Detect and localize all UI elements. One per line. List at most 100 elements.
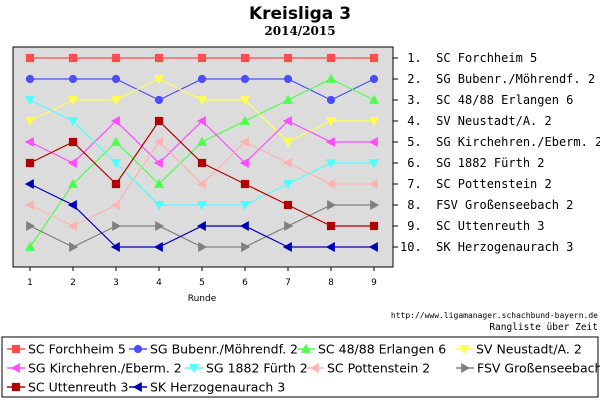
- data-point: [369, 74, 379, 84]
- data-point: [282, 94, 294, 104]
- data-point: [239, 157, 249, 169]
- data-point: [368, 94, 380, 104]
- data-point: [197, 158, 207, 168]
- x-tick-label: 6: [242, 278, 248, 288]
- rank-label: 1. SC Forchheim 5: [400, 51, 537, 65]
- series-4: [24, 75, 380, 148]
- data-point: [368, 241, 378, 253]
- data-point: [283, 74, 293, 84]
- data-point: [26, 220, 36, 232]
- data-point: [369, 53, 379, 63]
- data-point: [153, 136, 163, 148]
- legend-marker: [300, 343, 312, 353]
- data-point: [69, 241, 79, 253]
- legend: SC Forchheim 5 SG Bubenr./Möhrendf. 2 SC 4…: [7, 342, 600, 395]
- x-tick-label: 1: [27, 278, 33, 288]
- data-point: [239, 136, 249, 148]
- data-point: [197, 53, 207, 63]
- data-point: [282, 180, 294, 190]
- data-point: [67, 178, 79, 188]
- data-point: [196, 178, 206, 190]
- data-point: [110, 241, 120, 253]
- legend-label: SC 48/88 Erlangen 6: [318, 342, 446, 357]
- series-10: [24, 178, 378, 253]
- legend-label: SC Uttenreuth 3: [28, 380, 128, 395]
- data-point: [196, 201, 208, 211]
- legend-marker: [11, 382, 21, 392]
- rank-label: 10. SK Herzogenaurach 3: [400, 240, 573, 254]
- legend-label: SK Herzogenaurach 3: [150, 380, 285, 395]
- data-point: [196, 96, 208, 106]
- legend-item: SC Uttenreuth 3: [7, 380, 128, 395]
- series-8: [26, 199, 380, 253]
- legend-label: SG Bubenr./Möhrendf. 2: [150, 342, 298, 357]
- legend-marker: [188, 364, 200, 374]
- data-point: [370, 199, 380, 211]
- data-point: [24, 178, 34, 190]
- data-point: [325, 136, 335, 148]
- data-point: [68, 53, 78, 63]
- legend-marker: [11, 344, 21, 354]
- legend-item: SV Neustadt/A. 2: [455, 342, 582, 357]
- data-point: [283, 53, 293, 63]
- x-axis: 1 2 3 4 5 6 7 8 9: [27, 267, 377, 288]
- data-point: [327, 199, 337, 211]
- data-point: [112, 220, 122, 232]
- data-point: [153, 178, 165, 188]
- data-point: [325, 73, 337, 83]
- data-point: [24, 136, 34, 148]
- data-point: [110, 159, 122, 169]
- rank-labels: 1. SC Forchheim 5 2. SG Bubenr./Möhrendf…: [393, 51, 600, 254]
- x-tick-label: 5: [199, 278, 205, 288]
- legend-item: SC 48/88 Erlangen 6: [297, 342, 446, 357]
- data-point: [110, 115, 120, 127]
- data-point: [155, 220, 165, 232]
- data-point: [240, 179, 250, 189]
- legend-marker: [461, 362, 471, 374]
- data-point: [325, 241, 335, 253]
- series-9: [25, 116, 379, 231]
- source-url: http://www.ligamanager.schachbund-bayern…: [391, 311, 598, 320]
- rank-label: 2. SG Bubenr./Möhrendf. 2: [400, 72, 595, 86]
- data-point: [240, 74, 250, 84]
- data-point: [67, 117, 79, 127]
- legend-item: SC Forchheim 5: [7, 342, 126, 357]
- data-point: [284, 220, 294, 232]
- data-point: [282, 115, 292, 127]
- rank-label: 5. SG Kirchehren./Eberm. 2: [400, 135, 600, 149]
- data-point: [198, 241, 208, 253]
- legend-label: SG 1882 Fürth 2: [206, 361, 308, 376]
- data-point: [154, 95, 164, 105]
- data-point: [111, 74, 121, 84]
- data-point: [196, 220, 206, 232]
- data-point: [325, 159, 337, 169]
- data-point: [196, 115, 206, 127]
- legend-label: SC Pottenstein 2: [327, 361, 430, 376]
- data-point: [68, 137, 78, 147]
- data-point: [239, 201, 251, 211]
- data-point: [25, 74, 35, 84]
- data-point: [154, 116, 164, 126]
- legend-box: [1, 336, 599, 398]
- series-6: [24, 96, 380, 211]
- chart-title: Kreisliga 3: [249, 4, 351, 24]
- data-point: [67, 220, 77, 232]
- legend-marker: [132, 381, 142, 393]
- data-point: [24, 117, 36, 127]
- data-point: [241, 241, 251, 253]
- data-point: [111, 53, 121, 63]
- data-point: [153, 75, 165, 85]
- legend-label: SC Forchheim 5: [28, 342, 126, 357]
- legend-label: FSV Großenseebach 2: [477, 361, 600, 376]
- data-point: [154, 53, 164, 63]
- data-point: [239, 96, 251, 106]
- rank-label: 4. SV Neustadt/A. 2: [400, 114, 552, 128]
- data-point: [197, 74, 207, 84]
- legend-marker: [309, 362, 319, 374]
- data-point: [196, 136, 208, 146]
- x-tick-label: 7: [285, 278, 291, 288]
- rank-label: 3. SC 48/88 Erlangen 6: [400, 93, 573, 107]
- series-2: [25, 74, 379, 105]
- rank-label: 6. SG 1882 Fürth 2: [400, 156, 545, 170]
